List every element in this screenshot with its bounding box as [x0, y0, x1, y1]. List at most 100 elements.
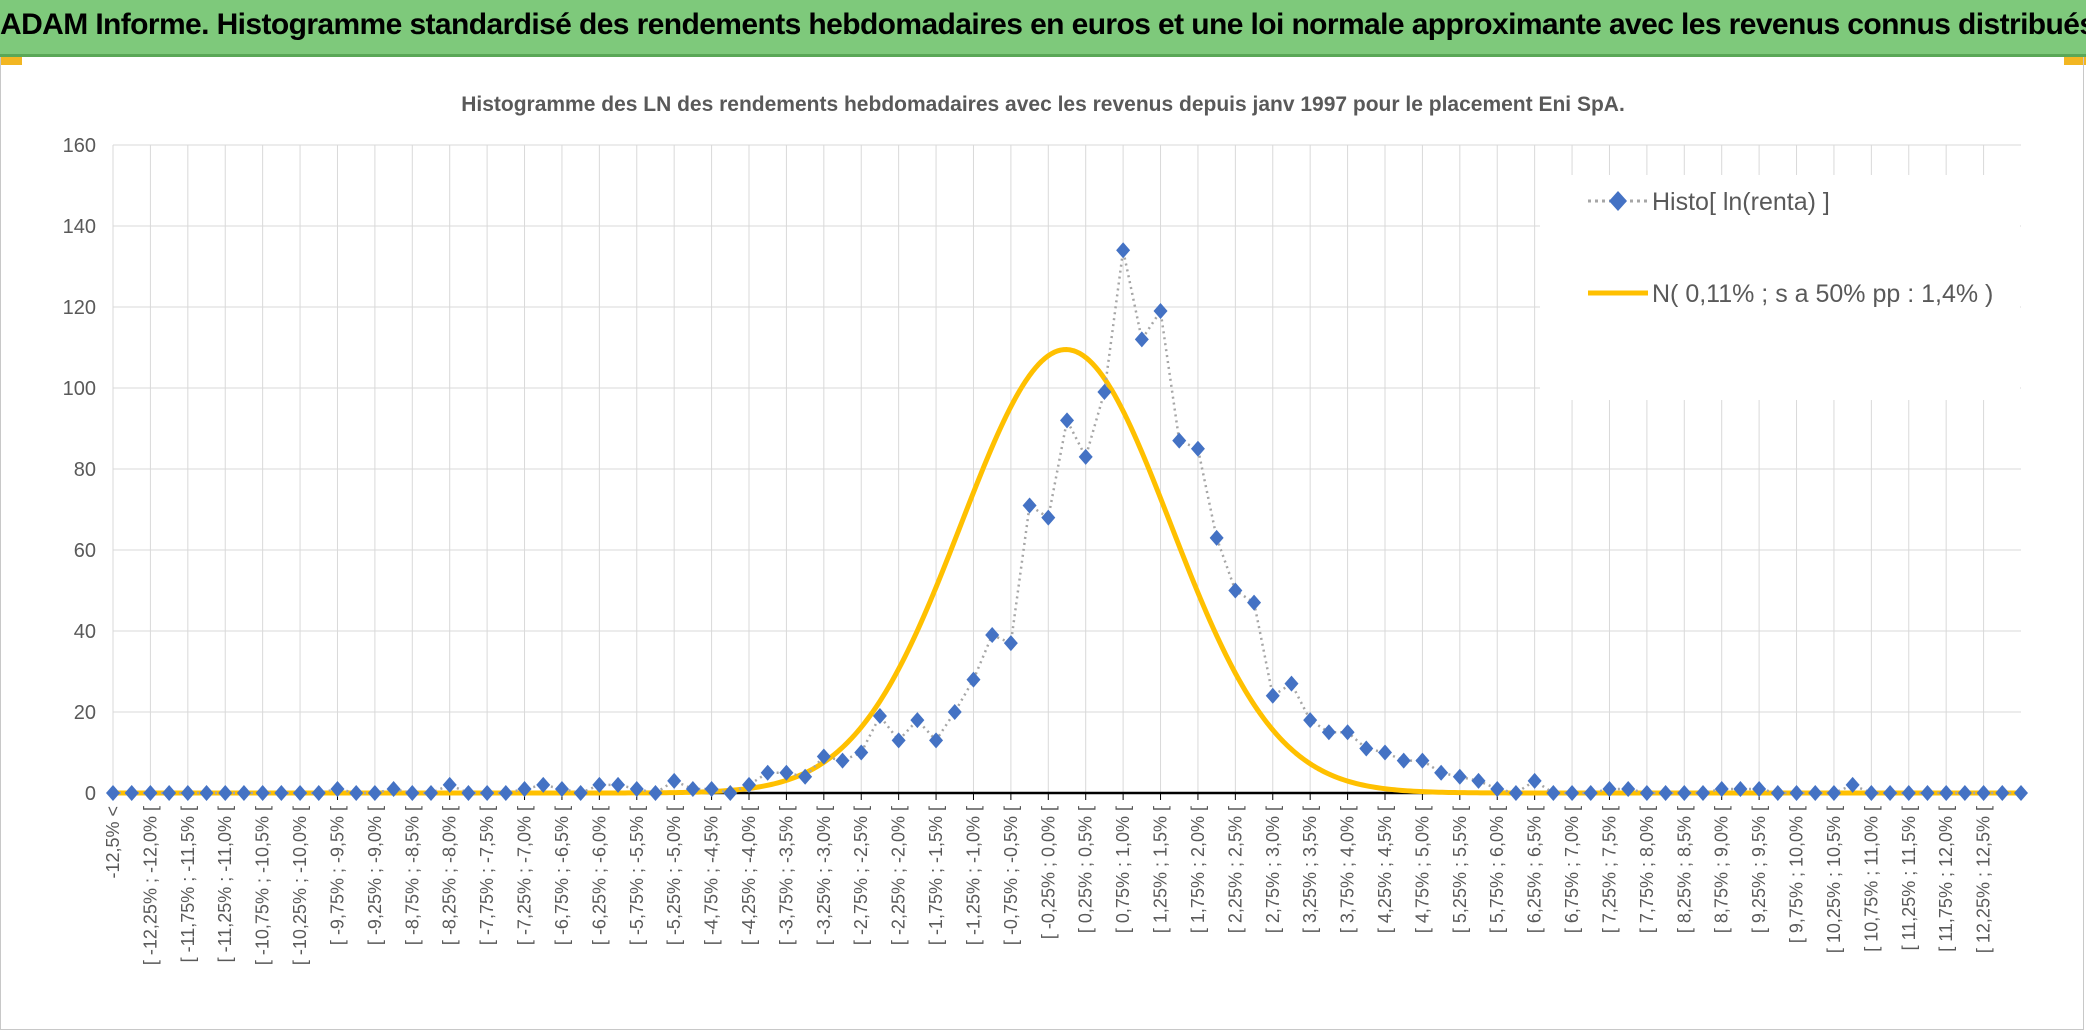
chart-title: Histogramme des LN des rendements hebdom… — [461, 93, 1625, 116]
histogram-point — [1359, 740, 1374, 757]
banner-title: ADAM Informe. Histogramme standardisé de… — [0, 8, 2086, 41]
x-tick-label: [ 10,25% ; 10,5% [ — [1824, 806, 1844, 953]
x-tick-label: [ 6,75% ; 7,0% [ — [1562, 806, 1582, 933]
histogram-point — [816, 748, 831, 765]
x-tick-label: [ -6,75% ; -6,5% [ — [552, 806, 572, 945]
histogram-point — [106, 785, 120, 801]
histogram-point — [330, 780, 345, 797]
histogram-point — [947, 704, 962, 720]
histogram-point — [386, 780, 401, 797]
histogram-point — [1490, 780, 1505, 797]
x-tick-label: [ 4,75% ; 5,0% [ — [1412, 806, 1432, 933]
histogram-point — [1022, 497, 1037, 514]
histogram-point — [293, 785, 308, 801]
histogram-point — [1565, 785, 1580, 801]
histogram-point — [1621, 780, 1636, 797]
x-tick-label: [ 3,25% ; 3,5% [ — [1300, 806, 1320, 933]
grid-layer — [112, 144, 2021, 793]
histogram-point — [236, 785, 251, 801]
histogram-point — [1546, 785, 1561, 801]
legend-histo-marker — [1609, 191, 1627, 211]
histogram-point — [854, 744, 869, 761]
histogram-point — [1939, 785, 1954, 801]
histogram-point — [180, 785, 195, 801]
x-axis: -12,5% < [ -12,25% ; -12,0% [[ -11,75% ; … — [103, 791, 2021, 965]
x-tick-label: [ -10,25% ; -10,0% [ — [290, 806, 310, 965]
histogram-point — [517, 780, 532, 797]
y-tick-label: 100 — [63, 378, 96, 400]
histogram-point — [1677, 785, 1692, 801]
histogram-point — [1845, 776, 1860, 793]
histogram-point — [1190, 440, 1205, 457]
histogram-point — [1284, 675, 1299, 692]
x-tick-label: [ -9,75% ; -9,5% [ — [327, 806, 347, 945]
histogram-point — [704, 780, 719, 797]
x-tick-label: [ -2,75% ; -2,5% [ — [851, 806, 871, 945]
x-tick-label: [ 11,75% ; 12,0% [ — [1936, 806, 1956, 952]
x-tick-label: [ 9,25% ; 9,5% [ — [1749, 806, 1769, 933]
histogram-point — [1901, 785, 1916, 801]
x-tick-label: [ 12,25% ; 12,5% [ — [1974, 806, 1994, 953]
histogram-point — [442, 776, 457, 793]
histogram-point — [461, 785, 476, 801]
histogram-point — [1340, 724, 1355, 741]
histogram-point — [1527, 772, 1542, 789]
histogram-point — [1247, 594, 1262, 611]
x-tick-label: [ -1,25% ; -1,0% [ — [963, 806, 983, 945]
histogram-point — [218, 785, 233, 801]
histogram-point — [1995, 785, 2010, 801]
histogram-point — [929, 732, 944, 749]
y-tick-label: 140 — [63, 216, 96, 238]
x-tick-label: [ 10,75% ; 11,0% [ — [1861, 806, 1881, 952]
histogram-point — [573, 785, 588, 801]
histogram-point — [143, 785, 158, 801]
histogram-point — [1920, 785, 1935, 801]
histogram-point — [1583, 785, 1598, 801]
histogram-point — [910, 712, 925, 729]
corner-accent-left — [0, 57, 22, 65]
histogram-point — [480, 785, 495, 801]
x-tick-label: [ -12,25% ; -12,0% [ — [140, 806, 160, 965]
histogram-point — [1003, 635, 1018, 652]
x-tick-label: [ -6,25% ; -6,0% [ — [589, 806, 609, 945]
histogram-point — [367, 785, 382, 801]
histogram-point — [1602, 780, 1617, 797]
corner-accent-right — [2064, 57, 2086, 65]
x-tick-label: [ -10,75% ; -10,5% [ — [253, 806, 273, 965]
histogram-point — [667, 772, 682, 789]
histogram-point — [760, 764, 775, 781]
legend-label-histo: Histo[ ln(renta) ] — [1652, 188, 1830, 216]
x-tick-label: [ 5,75% ; 6,0% [ — [1487, 806, 1507, 933]
histogram-point — [1733, 780, 1748, 797]
histogram-point — [648, 785, 663, 801]
histogram-point — [498, 785, 513, 801]
histogram-point — [1134, 331, 1149, 348]
y-tick-label: 120 — [63, 297, 96, 319]
histogram-point — [349, 785, 364, 801]
histogram-point — [554, 780, 569, 797]
histogram-point — [592, 776, 607, 793]
x-tick-label: [ 7,25% ; 7,5% [ — [1599, 806, 1619, 933]
x-tick-label: [ 2,75% ; 3,0% [ — [1263, 806, 1283, 933]
y-tick-label: 160 — [63, 135, 96, 157]
histogram-point — [1303, 712, 1318, 729]
histogram-point — [1639, 785, 1654, 801]
legend: Histo[ ln(renta) ] N( 0,11% ; s a 50% pp… — [1540, 175, 2020, 400]
x-tick-label: [ 0,25% ; 0,5% [ — [1076, 806, 1096, 933]
histogram-point — [1415, 752, 1430, 769]
x-tick-label: [ -5,25% ; -5,0% [ — [664, 806, 684, 945]
histogram-point — [1658, 785, 1673, 801]
x-tick-label: [ 8,25% ; 8,5% [ — [1674, 806, 1694, 933]
histogram-point — [1097, 384, 1112, 401]
histogram-point — [835, 752, 850, 769]
x-tick-label: [ -0,25% ; 0,0% [ — [1038, 806, 1058, 939]
histogram-point — [1696, 785, 1710, 801]
x-tick-label: [ 6,25% ; 6,5% [ — [1525, 806, 1545, 933]
x-tick-label: [ 9,75% ; 10,0% [ — [1787, 806, 1807, 943]
histogram-point — [1508, 785, 1523, 801]
histogram-point — [1770, 785, 1785, 801]
histogram-point — [1976, 785, 1991, 801]
histogram-point — [199, 785, 214, 801]
x-tick-label: [ 8,75% ; 9,0% [ — [1712, 806, 1732, 933]
histogram-point — [629, 780, 644, 797]
